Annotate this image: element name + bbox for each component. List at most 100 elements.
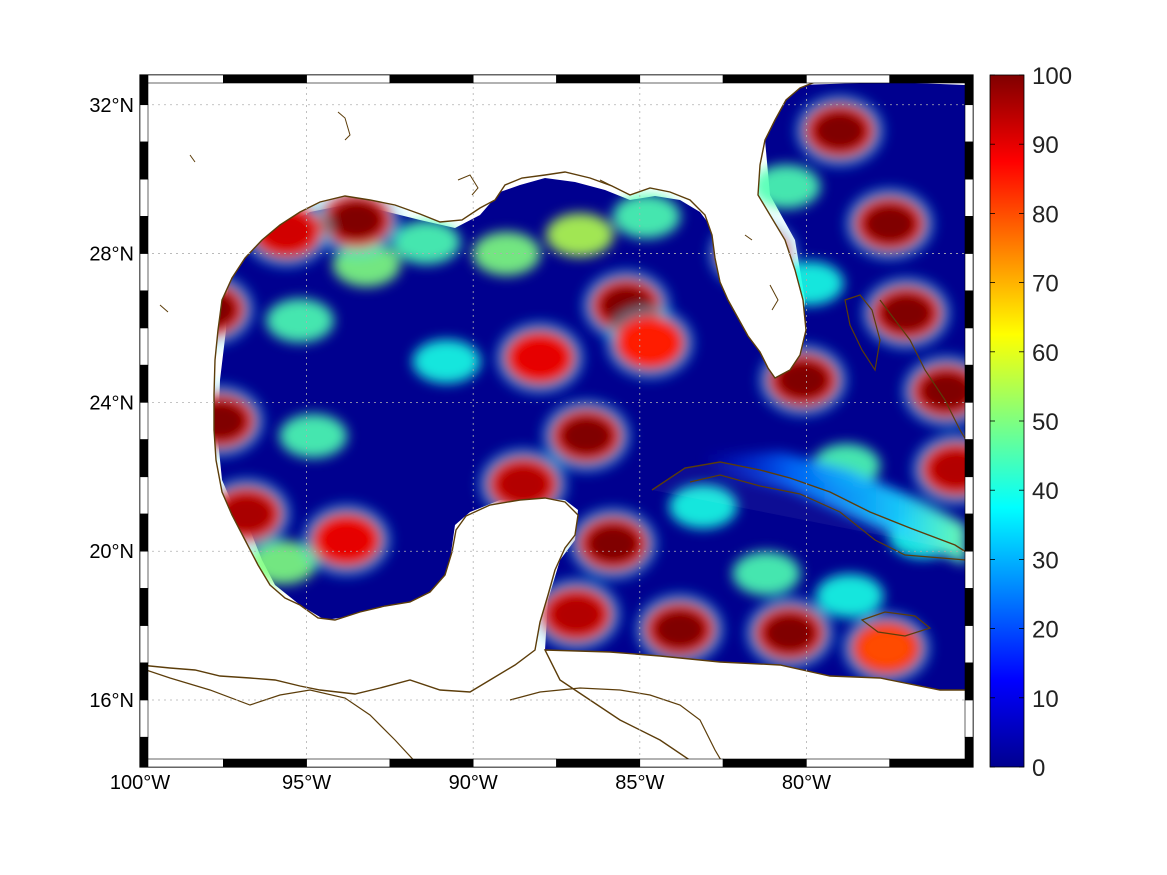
frame-left-segment <box>139 588 149 626</box>
x-tick-label-4: 80°W <box>782 772 831 794</box>
colorbar-label-0: 0 <box>1032 755 1045 782</box>
high-value-patch-6 <box>558 414 615 457</box>
frame-top-segment <box>389 74 474 84</box>
frame-right-segment <box>964 588 974 626</box>
frame-right-segment <box>964 625 974 664</box>
frame-top-segment <box>556 74 641 84</box>
frame-right-segment <box>964 513 974 552</box>
y-tick-label-3: 28°N <box>89 244 134 266</box>
frame-left-segment <box>139 736 149 768</box>
x-tick-labels: 100°W 95°W 90°W 85°W 80°W <box>110 772 831 794</box>
frame-right-segment <box>964 327 974 366</box>
frame-left-segment <box>139 625 149 664</box>
gulf-islands-detail <box>159 111 779 313</box>
mid-value-patch-9 <box>669 484 738 529</box>
mid-value-patch-4 <box>545 212 614 257</box>
frame-right-segment <box>964 178 974 217</box>
frame-bottom-segment <box>806 758 891 768</box>
bahamas-chain <box>879 299 967 441</box>
frame-right-segment <box>964 290 974 329</box>
frame-bottom-segment <box>556 758 641 768</box>
colorbar-label-6: 60 <box>1032 340 1059 367</box>
north-america-land <box>140 75 973 767</box>
frame-left-segment <box>139 364 149 403</box>
central-america-coast <box>140 667 421 767</box>
high-value-patch-20 <box>811 109 868 152</box>
frame-left-segment <box>139 513 149 552</box>
high-value-patch-17 <box>878 292 935 335</box>
frame-right-segment <box>964 662 974 701</box>
frame-right-segment <box>964 439 974 478</box>
x-tick-label-0: 100°W <box>110 772 170 794</box>
frame-left-segment <box>139 253 149 292</box>
colorbar-label-3: 30 <box>1032 547 1059 574</box>
colorbar-label-4: 40 <box>1032 478 1059 505</box>
frame-right-segment <box>964 141 974 180</box>
frame-checkerboard <box>139 74 974 768</box>
frame-left-segment <box>139 662 149 701</box>
colorbar-label-2: 20 <box>1032 617 1059 644</box>
colorbar <box>989 74 1025 768</box>
frame-top-segment <box>889 74 974 84</box>
jamaica-outline <box>860 611 932 637</box>
frame-left-segment <box>139 699 149 738</box>
frame-right-segment <box>964 736 974 768</box>
frame-left-segment <box>139 216 149 254</box>
frame-top-segment <box>639 74 724 84</box>
high-value-patch-10 <box>621 321 678 364</box>
colorbar-label-8: 80 <box>1032 201 1059 228</box>
high-value-patch-9 <box>511 336 568 379</box>
colorbar-label-5: 50 <box>1032 409 1059 436</box>
frame-left-segment <box>139 178 149 217</box>
frame-left-segment <box>139 74 149 106</box>
high-value-patch-19 <box>928 448 973 491</box>
y-tick-label-2: 24°N <box>89 392 134 414</box>
y-tick-label-1: 20°N <box>89 541 134 563</box>
frame-left-segment <box>139 104 149 143</box>
x-tick-label-2: 90°W <box>449 772 498 794</box>
frame-bottom-segment <box>889 758 974 768</box>
high-value-patch-22 <box>858 626 915 669</box>
colorbar-label-9: 90 <box>1032 132 1059 159</box>
high-value-patch-14 <box>761 612 818 655</box>
colorbar-ticks: 0 10 20 30 40 50 60 70 80 90 100 <box>990 63 1072 782</box>
y-tick-label-4: 32°N <box>89 95 134 117</box>
frame-top-segment <box>223 74 307 84</box>
mid-value-layer <box>249 164 958 618</box>
honduras-coast <box>509 687 726 767</box>
frame-right-segment <box>964 253 974 292</box>
high-value-patch-7 <box>495 463 552 506</box>
frame-bottom-segment <box>639 758 724 768</box>
high-value-patch-3 <box>318 519 375 562</box>
mid-value-patch-2 <box>392 220 461 265</box>
frame-left-segment <box>139 550 149 589</box>
x-tick-label-3: 85°W <box>615 772 664 794</box>
frame-right-segment <box>964 74 974 106</box>
grid-lines <box>140 75 973 767</box>
mid-value-patch-12 <box>752 164 821 209</box>
frame-bottom-segment <box>389 758 474 768</box>
frame-bottom-segment <box>223 758 307 768</box>
y-tick-labels: 16°N 20°N 24°N 28°N 32°N <box>89 95 134 712</box>
frame-top-segment <box>139 74 224 84</box>
bahamas-andros <box>844 294 881 372</box>
frame-left-segment <box>139 439 149 478</box>
frame-top-segment <box>806 74 891 84</box>
frame-left-segment <box>139 476 149 515</box>
mid-value-patch-5 <box>612 194 681 239</box>
mid-value-patch-10 <box>732 551 801 596</box>
cuba-south-coast <box>689 474 967 561</box>
colorbar-label-1: 10 <box>1032 686 1059 713</box>
frame-bottom-segment <box>472 758 557 768</box>
x-tick-label-1: 95°W <box>282 772 331 794</box>
mid-value-patch-8 <box>412 339 481 384</box>
frame-right-segment <box>964 402 974 440</box>
high-value-patch-4 <box>328 199 385 242</box>
frame-bottom-segment <box>306 758 391 768</box>
high-value-patch-13 <box>651 608 708 651</box>
frame-right-segment <box>964 699 974 738</box>
high-value-patch-12 <box>548 593 605 636</box>
frame-left-segment <box>139 402 149 440</box>
mid-value-patch-6 <box>279 413 348 458</box>
frame-top-segment <box>722 74 807 84</box>
